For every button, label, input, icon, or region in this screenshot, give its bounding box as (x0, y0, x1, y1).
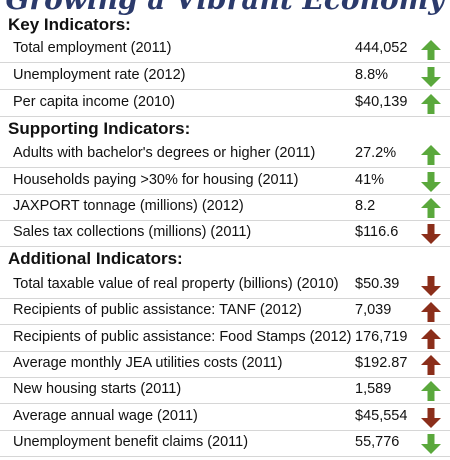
indicator-row: JAXPORT tonnage (millions) (2012) 8.2 (0, 195, 450, 221)
indicator-value: $116.6 (355, 224, 399, 240)
trend-down-icon (421, 408, 441, 428)
section-heading-additional: Additional Indicators: (8, 249, 183, 268)
indicator-value: 444,052 (355, 40, 408, 56)
indicator-label: Adults with bachelor's degrees or higher… (13, 145, 316, 161)
indicator-value: $50.39 (355, 276, 400, 292)
indicator-value: 27.2% (355, 145, 397, 161)
indicator-row: Unemployment rate (2012) 8.8% (0, 64, 450, 90)
indicator-row: New housing starts (2011) 1,589 (0, 378, 450, 404)
indicator-value: 176,719 (355, 329, 408, 345)
indicator-row: Total employment (2011) 444,052 (0, 37, 450, 63)
indicator-label: Total taxable value of real property (bi… (13, 276, 339, 292)
indicator-value: $40,139 (355, 94, 408, 110)
indicator-value: $192.87 (355, 355, 408, 371)
trend-up-icon (421, 145, 441, 165)
indicator-row: Adults with bachelor's degrees or higher… (0, 142, 450, 168)
section-heading-key: Key Indicators: (8, 15, 131, 34)
indicator-label: Unemployment benefit claims (2011) (13, 434, 249, 450)
page-title: Growing a Vibrant Economy (0, 0, 450, 16)
indicator-row: Average annual wage (2011) $45,554 (0, 405, 450, 431)
indicator-label: Recipients of public assistance: TANF (2… (13, 302, 302, 318)
indicator-label: Average monthly JEA utilities costs (201… (13, 355, 283, 371)
trend-up-icon (421, 302, 441, 322)
indicator-value: 8.8% (355, 67, 389, 83)
indicator-value: 1,589 (355, 381, 392, 397)
indicator-value: 41% (355, 172, 385, 188)
trend-up-icon (421, 329, 441, 349)
trend-up-icon (421, 198, 441, 218)
indicator-row: Households paying >30% for housing (2011… (0, 169, 450, 195)
indicator-value: 55,776 (355, 434, 400, 450)
trend-down-icon (421, 172, 441, 192)
trend-down-icon (421, 67, 441, 87)
indicator-label: Unemployment rate (2012) (13, 67, 186, 83)
section-heading-supporting: Supporting Indicators: (8, 119, 191, 138)
indicator-label: New housing starts (2011) (13, 381, 182, 397)
trend-down-icon (421, 276, 441, 296)
trend-up-icon (421, 40, 441, 60)
indicator-label: Households paying >30% for housing (2011… (13, 172, 299, 188)
indicator-row: Sales tax collections (millions) (2011) … (0, 221, 450, 247)
indicator-label: Total employment (2011) (13, 40, 172, 56)
indicator-row: Recipients of public assistance: Food St… (0, 326, 450, 352)
indicator-label: Sales tax collections (millions) (2011) (13, 224, 252, 240)
trend-down-icon (421, 224, 441, 244)
indicator-row: Recipients of public assistance: TANF (2… (0, 299, 450, 325)
trend-down-icon (421, 434, 441, 454)
indicator-label: JAXPORT tonnage (millions) (2012) (13, 198, 244, 214)
indicator-label: Average annual wage (2011) (13, 408, 198, 424)
trend-up-icon (421, 355, 441, 375)
indicator-value: 7,039 (355, 302, 392, 318)
trend-up-icon (421, 94, 441, 114)
indicator-label: Per capita income (2010) (13, 94, 175, 110)
indicator-row: Unemployment benefit claims (2011) 55,77… (0, 431, 450, 457)
trend-up-icon (421, 381, 441, 401)
indicator-row: Total taxable value of real property (bi… (0, 273, 450, 299)
indicator-row: Average monthly JEA utilities costs (201… (0, 352, 450, 378)
indicator-row: Per capita income (2010) $40,139 (0, 91, 450, 117)
indicator-value: 8.2 (355, 198, 376, 214)
indicator-value: $45,554 (355, 408, 408, 424)
indicator-label: Recipients of public assistance: Food St… (13, 329, 352, 345)
